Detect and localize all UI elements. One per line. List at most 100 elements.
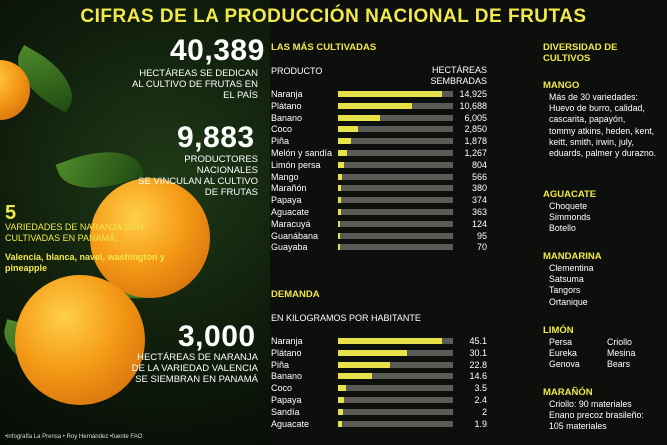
- credits-footer: •infografía La Prensa • Roy Hernández •f…: [5, 434, 143, 440]
- bar-row: Plátano 10,688: [271, 101, 489, 112]
- bar-row: Banano 6,005: [271, 113, 489, 124]
- mandarina-list: Clementina Satsuma Tangors Ortanique: [549, 263, 594, 307]
- bar-row: Coco 3.5: [271, 383, 489, 394]
- bar-category-label: Guanábana: [271, 230, 319, 241]
- bar-track: [338, 385, 453, 392]
- bar-category-label: Aguacate: [271, 207, 310, 217]
- stat-producers-number: 9,883: [177, 121, 255, 154]
- bar-category-label: Melón y sandía: [271, 148, 333, 158]
- bar-fill: [338, 349, 407, 356]
- bar-fill: [338, 185, 341, 192]
- bar-row: Plátano 30.1: [271, 348, 489, 359]
- bar-row: Maracuyá 124: [271, 219, 489, 230]
- chart1-title: LAS MÁS CULTIVADAS: [271, 42, 377, 53]
- stat-hectares-text: HECTÁREAS SE DEDICAN AL CULTIVO DE FRUTAS…: [132, 68, 258, 101]
- bar-track: [338, 373, 453, 380]
- bar-category-label: Banano: [271, 371, 303, 382]
- bar-category-label: Coco: [271, 383, 293, 394]
- bar-category-label: Marañón: [271, 183, 307, 194]
- bar-fill: [338, 420, 342, 427]
- bar-value-label: 30.1: [469, 347, 487, 358]
- bar-category-label: Aguacate: [271, 418, 310, 429]
- bar-fill: [338, 197, 341, 204]
- stat-valencia-text: HECTÁREAS DE NARANJA DE LA VARIEDAD VALEN…: [131, 352, 258, 385]
- limon-heading: LIMÓN: [543, 325, 574, 336]
- bar-fill: [338, 244, 340, 251]
- aguacate-heading: AGUACATE: [543, 189, 597, 200]
- bar-track: [338, 338, 453, 344]
- bar-category-label: Maracuyá: [271, 218, 311, 229]
- bar-fill: [338, 126, 358, 133]
- bar-value-label: 10,688: [459, 100, 487, 111]
- bar-value-label: 6,005: [464, 112, 487, 123]
- bar-track: [338, 126, 453, 133]
- diversity-title: DIVERSIDAD DE CULTIVOS: [543, 42, 618, 64]
- bar-category-label: Guayaba: [271, 242, 308, 253]
- maranon-heading: MARAÑÓN: [543, 387, 593, 398]
- bar-category-label: Papaya: [271, 395, 302, 405]
- bar-row: Piña 22.8: [271, 360, 489, 371]
- chart1-ylabel: HECTÁREAS SEMBRADAS: [430, 65, 487, 86]
- maranon-list: Criollo: 90 materiales Enano precoz brasi…: [549, 399, 644, 432]
- bar-fill: [338, 138, 351, 145]
- limon-list-col2: Criollo Mesina Bears: [607, 337, 636, 370]
- bar-value-label: 22.8: [469, 359, 487, 370]
- bar-track: [338, 91, 453, 97]
- bar-row: Naranja 45.1: [271, 336, 489, 347]
- stat-valencia-number: 3,000: [178, 320, 256, 353]
- bar-track: [338, 349, 453, 356]
- bar-fill: [338, 91, 442, 97]
- bar-category-label: Mango: [271, 171, 299, 182]
- bar-row: Banano 14.6: [271, 371, 489, 382]
- bar-value-label: 2: [481, 406, 487, 417]
- bar-track: [338, 232, 453, 239]
- bar-fill: [338, 220, 340, 227]
- stat-hectares-number: 40,389: [170, 34, 265, 67]
- bar-fill: [338, 114, 380, 121]
- bar-track: [338, 420, 453, 427]
- bar-value-label: 1,267: [464, 148, 487, 158]
- bar-fill: [338, 209, 341, 215]
- bar-fill: [338, 385, 346, 392]
- bar-track: [338, 173, 453, 180]
- bar-track: [338, 209, 453, 215]
- bar-category-label: Plátano: [271, 347, 302, 358]
- mango-heading: MANGO: [543, 80, 580, 91]
- bar-track: [338, 185, 453, 192]
- bar-track: [338, 244, 453, 251]
- bar-value-label: 45.1: [469, 336, 487, 346]
- bar-fill: [338, 102, 412, 109]
- bar-category-label: Papaya: [271, 195, 302, 206]
- bar-track: [338, 138, 453, 145]
- bar-category-label: Plátano: [271, 100, 302, 111]
- stat-producers-text: PRODUCTORES NACIONALES SE VINCULAN AL CUL…: [138, 154, 258, 198]
- bar-fill: [338, 150, 347, 156]
- bar-fill: [338, 408, 343, 415]
- bar-value-label: 1.9: [474, 418, 487, 429]
- bar-value-label: 804: [471, 159, 487, 170]
- bar-category-label: Banano: [271, 112, 303, 123]
- bar-category-label: Sandía: [271, 406, 300, 417]
- bar-category-label: Limón persa: [271, 159, 321, 170]
- bar-row: Mango 566: [271, 172, 489, 183]
- bar-fill: [338, 373, 372, 380]
- page-title: CIFRAS DE LA PRODUCCIÓN NACIONAL DE FRUT…: [80, 6, 587, 27]
- bar-row: Aguacate 1.9: [271, 419, 489, 430]
- bar-row: Piña 1,878: [271, 136, 489, 147]
- bar-category-label: Naranja: [271, 336, 303, 346]
- varieties-list: Valencia, blanca, navel, washington y pi…: [5, 252, 166, 273]
- bar-value-label: 70: [476, 242, 487, 253]
- bar-value-label: 2.4: [474, 395, 487, 405]
- bar-row: Limón persa 804: [271, 160, 489, 171]
- bar-value-label: 566: [471, 171, 487, 182]
- bar-value-label: 3.5: [474, 383, 487, 394]
- varieties-number: 5: [5, 202, 17, 224]
- bar-category-label: Naranja: [271, 89, 303, 99]
- bar-track: [338, 361, 453, 368]
- bar-row: Sandía 2: [271, 407, 489, 418]
- bar-track: [338, 161, 453, 168]
- bar-row: Guayaba 70: [271, 242, 489, 253]
- bar-row: Papaya 2.4: [271, 395, 489, 406]
- bar-track: [338, 408, 453, 415]
- aguacate-list: Choquete Simmonds Botello: [549, 201, 591, 234]
